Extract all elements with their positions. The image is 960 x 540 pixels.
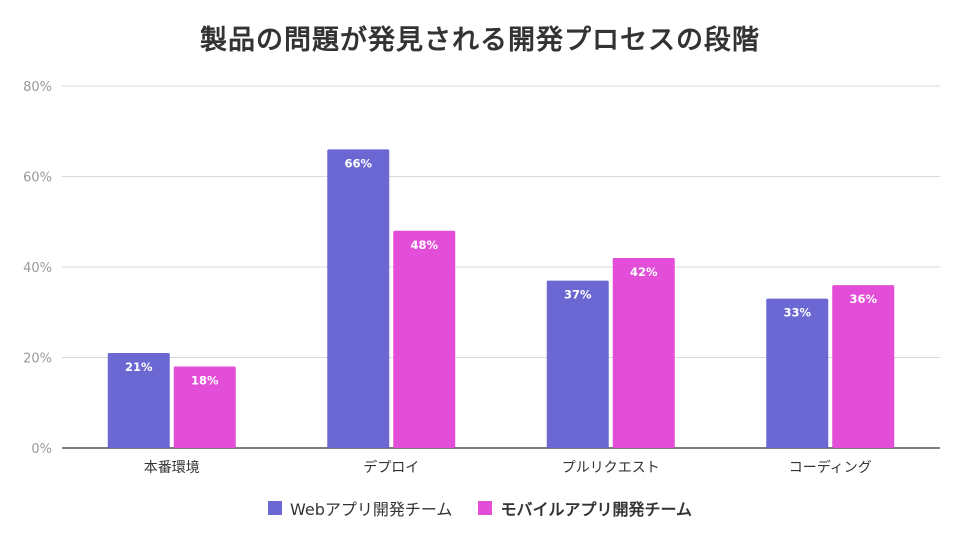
legend-label-mobile: モバイルアプリ開発チーム [500,500,692,519]
legend-swatch-mobile [478,501,493,515]
bar-data-label: 37% [564,288,592,302]
bar-data-label: 21% [125,360,153,374]
chart-title: 製品の問題が発見される開発プロセスの段階 [200,25,760,56]
bar-data-label: 33% [783,306,811,320]
chart-legend: Webアプリ開発チーム モバイルアプリ開発チーム [0,496,960,520]
legend-item-web: Webアプリ開発チーム [268,496,452,520]
bar [766,298,829,448]
bar [393,230,456,448]
bar [546,280,609,448]
bar-data-label: 48% [410,238,438,252]
bar [612,257,675,448]
y-tick-label: 40% [23,261,52,276]
legend-item-mobile: モバイルアプリ開発チーム [478,496,692,520]
x-category-label: プルリクエスト [562,460,660,476]
bar-data-label: 66% [344,156,372,170]
y-tick-label: 60% [23,171,52,186]
bar [327,149,390,448]
legend-swatch-web [268,501,283,515]
y-tick-label: 20% [23,352,52,367]
x-category-label: 本番環境 [144,460,200,476]
legend-label-web: Webアプリ開発チーム [290,500,453,519]
bar [107,352,170,448]
x-category-label: デプロイ [363,459,419,476]
bar-data-label: 18% [191,374,219,388]
bar-data-label: 42% [630,265,658,279]
y-tick-label: 80% [23,80,52,95]
x-category-label: コーディング [789,459,872,476]
y-tick-label: 0% [31,442,52,457]
bar-data-label: 36% [849,292,877,306]
bar [832,285,895,448]
bar [173,366,236,448]
